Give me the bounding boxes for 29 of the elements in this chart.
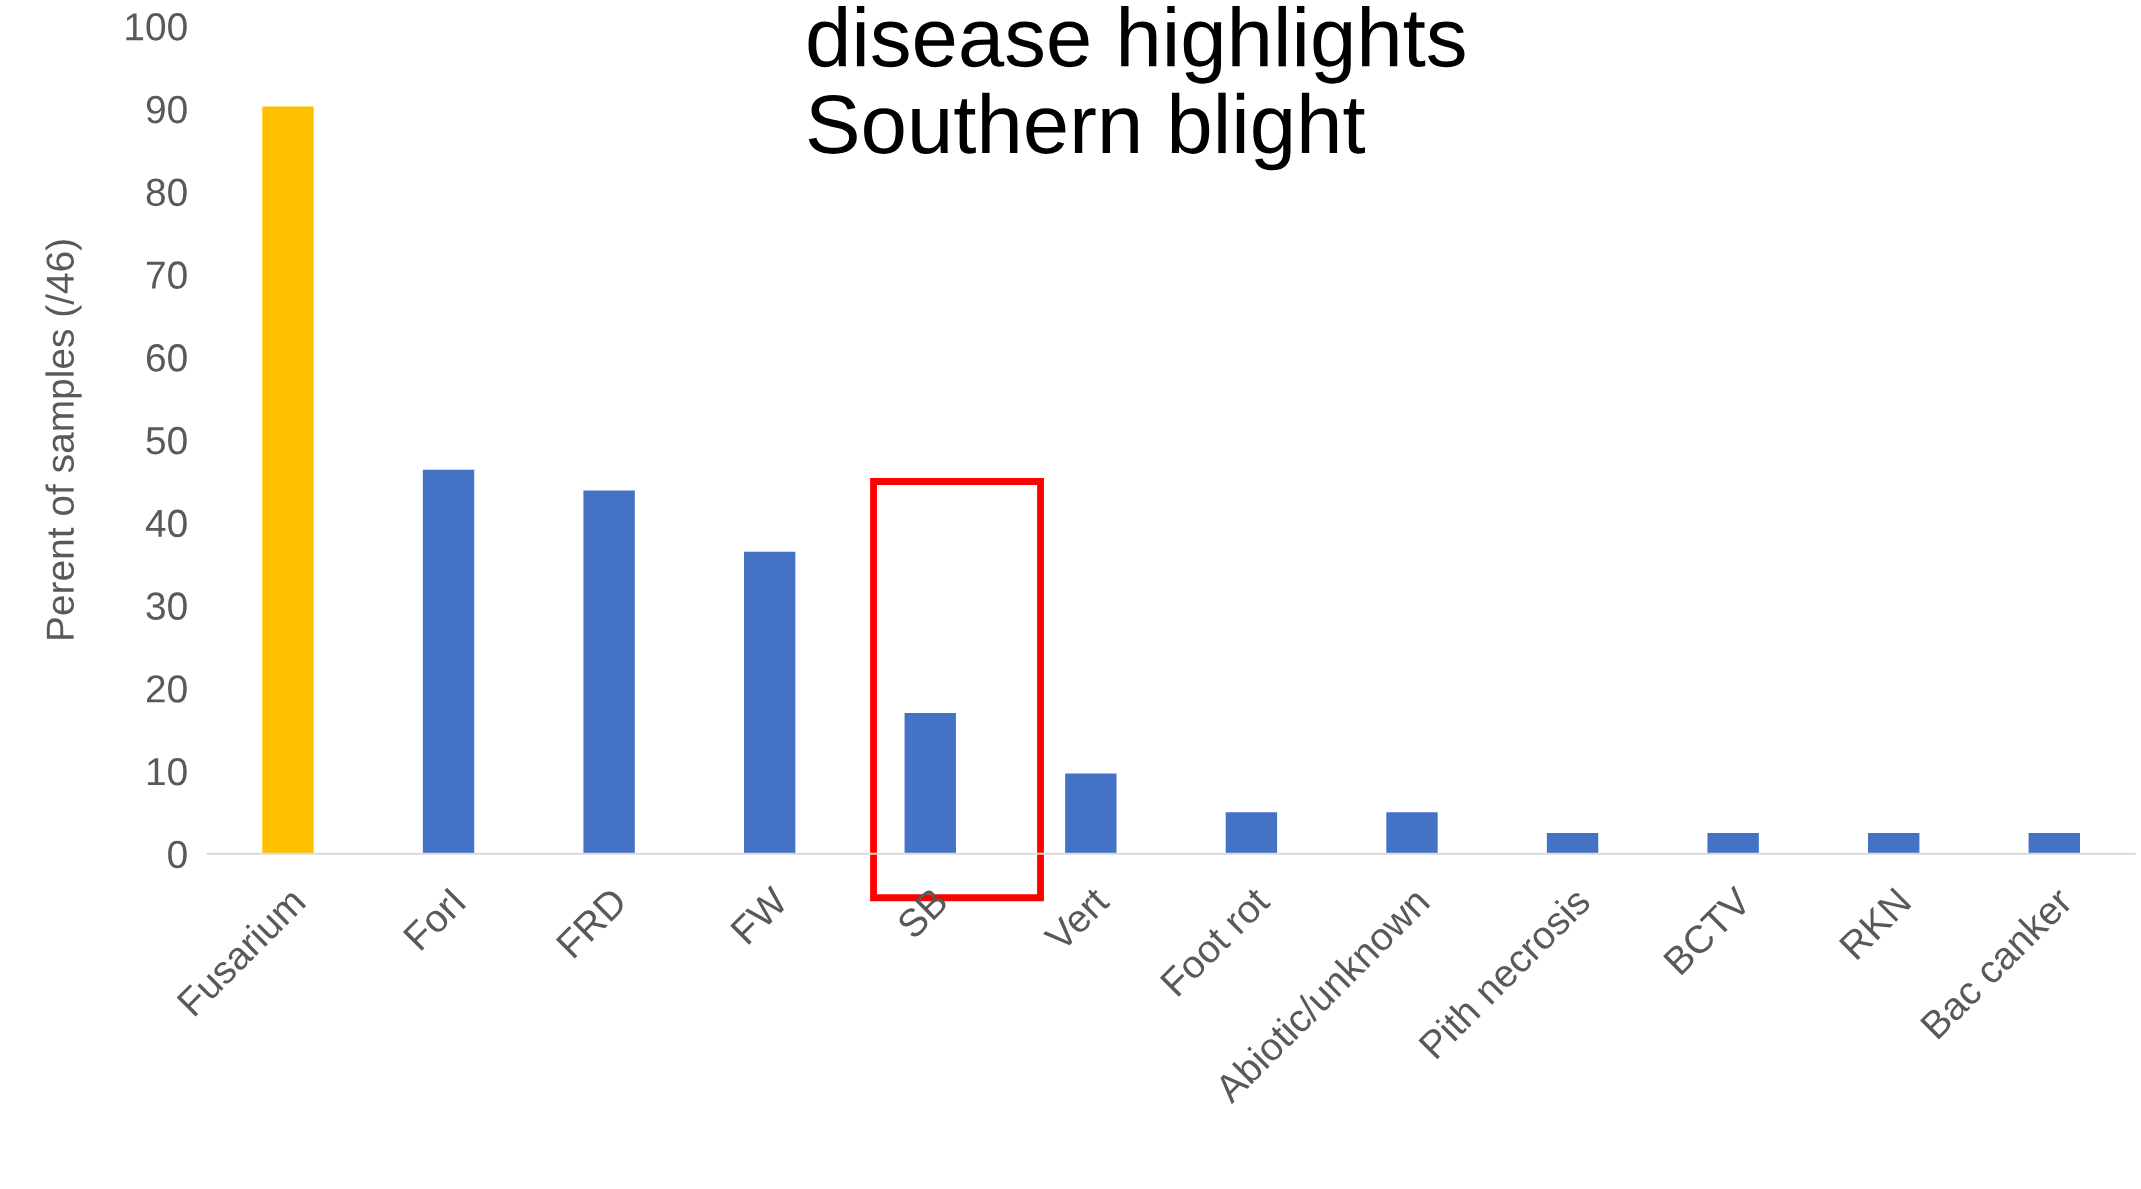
bar bbox=[1386, 812, 1438, 854]
y-tick-label: 10 bbox=[147, 757, 187, 786]
x-tick-label: ForI bbox=[402, 887, 467, 952]
y-tick-label: 50 bbox=[146, 426, 187, 455]
bar bbox=[262, 106, 314, 854]
bar bbox=[904, 713, 956, 854]
y-tick-label: 0 bbox=[168, 840, 187, 869]
y-tick-label: 40 bbox=[145, 509, 187, 538]
x-tick-label: Vert bbox=[1043, 885, 1111, 954]
y-axis-title: Perent of samples (/46) bbox=[45, 240, 82, 639]
bar bbox=[1225, 812, 1278, 854]
bar bbox=[422, 469, 475, 854]
bar bbox=[583, 490, 635, 854]
bar bbox=[1546, 833, 1599, 854]
y-tick-label: 70 bbox=[146, 261, 187, 289]
y-tick-label: 30 bbox=[146, 592, 187, 620]
y-tick-label: 20 bbox=[146, 675, 187, 703]
x-tick-label: FW bbox=[730, 885, 790, 945]
y-tick-label: 100 bbox=[126, 13, 187, 41]
y-tick-label: 60 bbox=[146, 344, 187, 372]
y-tick-label: 90 bbox=[146, 95, 187, 124]
bar bbox=[2028, 833, 2080, 854]
bar bbox=[1707, 833, 1759, 854]
chart-title: disease highlights Southern blight bbox=[808, 5, 1465, 171]
bar bbox=[744, 551, 796, 854]
x-tick-label: SB bbox=[895, 886, 950, 940]
bar bbox=[1065, 773, 1117, 854]
y-tick-label: 80 bbox=[146, 178, 187, 207]
bar bbox=[1868, 833, 1920, 854]
